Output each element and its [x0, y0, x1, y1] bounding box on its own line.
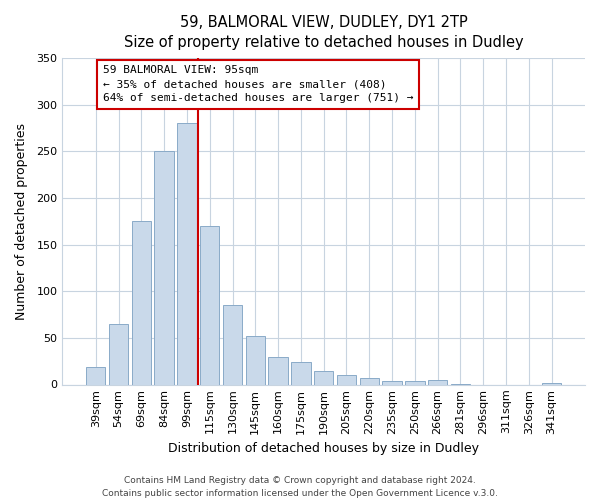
- Bar: [154, 151, 174, 384]
- Bar: [223, 305, 242, 384]
- Text: Contains HM Land Registry data © Crown copyright and database right 2024.
Contai: Contains HM Land Registry data © Crown c…: [102, 476, 498, 498]
- Bar: [314, 370, 334, 384]
- Bar: [268, 356, 288, 384]
- Bar: [245, 336, 265, 384]
- Y-axis label: Number of detached properties: Number of detached properties: [15, 122, 28, 320]
- Bar: [177, 123, 197, 384]
- Text: 59 BALMORAL VIEW: 95sqm
← 35% of detached houses are smaller (408)
64% of semi-d: 59 BALMORAL VIEW: 95sqm ← 35% of detache…: [103, 66, 413, 104]
- Bar: [200, 226, 220, 384]
- Bar: [382, 381, 402, 384]
- Bar: [291, 362, 311, 384]
- X-axis label: Distribution of detached houses by size in Dudley: Distribution of detached houses by size …: [168, 442, 479, 455]
- Bar: [359, 378, 379, 384]
- Bar: [131, 221, 151, 384]
- Bar: [405, 381, 425, 384]
- Bar: [109, 324, 128, 384]
- Bar: [86, 367, 106, 384]
- Bar: [337, 375, 356, 384]
- Bar: [542, 382, 561, 384]
- Bar: [428, 380, 447, 384]
- Title: 59, BALMORAL VIEW, DUDLEY, DY1 2TP
Size of property relative to detached houses : 59, BALMORAL VIEW, DUDLEY, DY1 2TP Size …: [124, 15, 523, 50]
